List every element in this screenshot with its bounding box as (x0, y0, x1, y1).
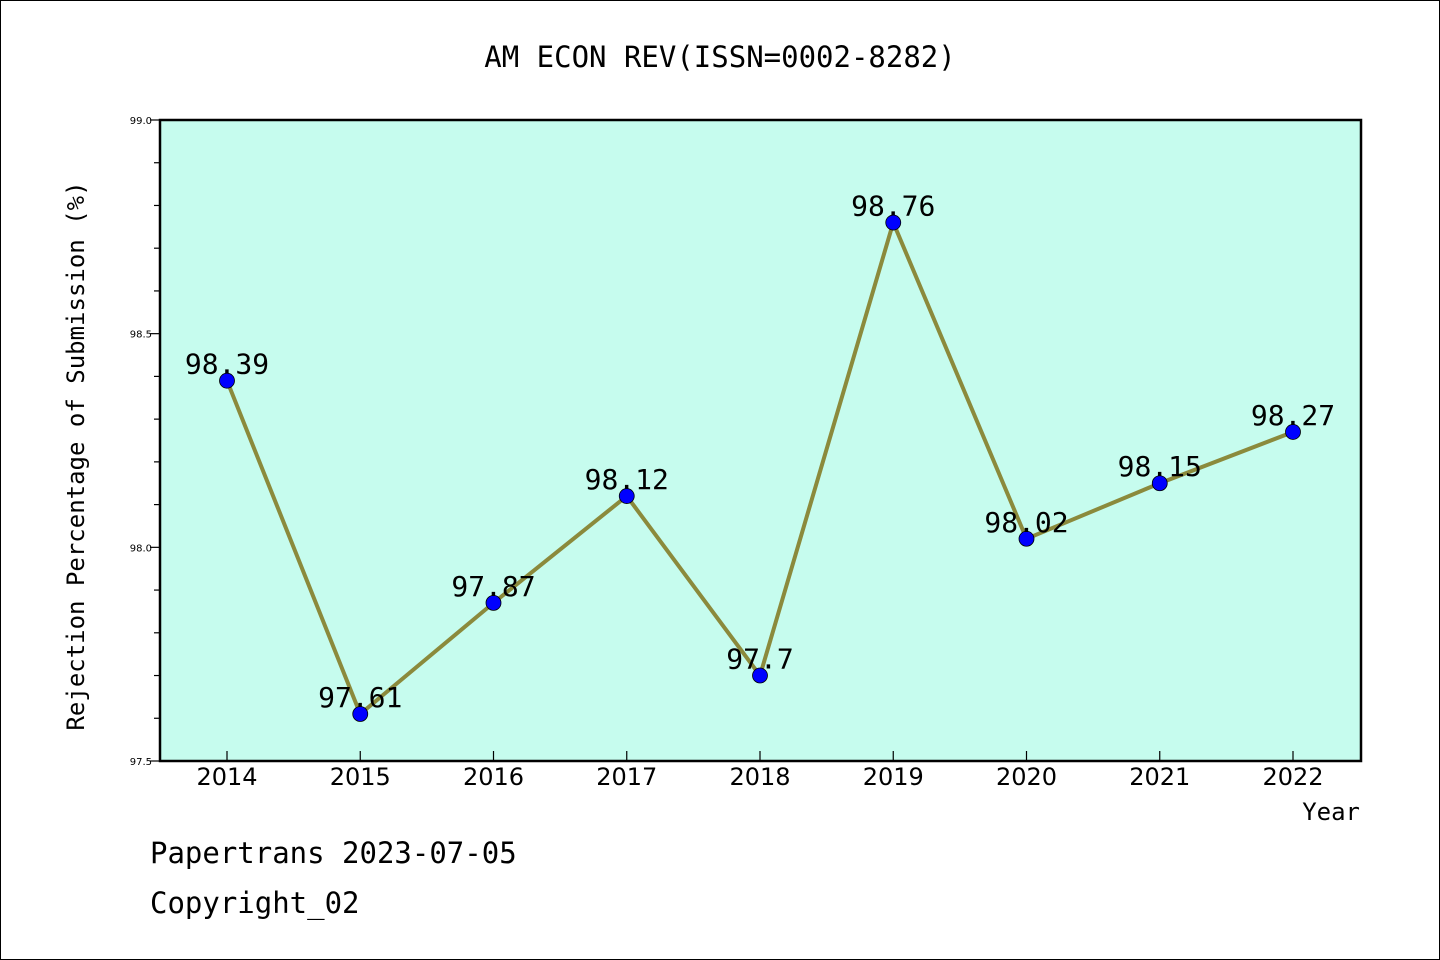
data-point-marker (1018, 530, 1035, 547)
data-label: 98.76 (851, 190, 935, 223)
data-point-marker (1151, 475, 1168, 492)
x-tick-label: 2022 (1262, 763, 1323, 791)
data-point-marker (219, 372, 235, 389)
data-label: 98.39 (185, 348, 269, 381)
footer-date-text: Papertrans 2023-07-05 (150, 836, 517, 870)
x-axis: 2014 2015 2016 2017 2018 2019 2020 2021 2022 (196, 751, 1324, 791)
data-label: 98.02 (984, 506, 1068, 539)
data-point-marker (485, 594, 502, 611)
data-point-marker (352, 706, 369, 722)
y-tick-label: 98.0 (130, 543, 152, 554)
plot-area (158, 118, 1363, 763)
data-label: 98.27 (1251, 399, 1335, 432)
x-tick-label: 2020 (996, 763, 1057, 791)
x-tick-label: 2021 (1129, 763, 1190, 791)
x-tick-label: 2018 (729, 763, 790, 791)
y-tick-label: 97.5 (130, 757, 152, 768)
footer-copyright-text: Copyright_02 (150, 886, 360, 920)
data-label: 98.15 (1118, 450, 1202, 483)
data-label: 97.87 (451, 570, 535, 603)
x-tick-label: 2014 (196, 763, 257, 791)
data-label-group: 98.39 97.61 97.87 98.12 97.7 98.76 98.02 98.15 9… (185, 190, 1335, 714)
y-axis: 97.5 98.0 98.5 99.0 (130, 116, 160, 768)
y-tick-label: 98.5 (130, 330, 152, 341)
data-point-marker (1285, 424, 1301, 440)
series-line-group (219, 214, 1301, 722)
x-tick-label: 2015 (330, 763, 391, 791)
y-tick-label: 99.0 (130, 116, 152, 127)
data-point-marker (618, 488, 635, 504)
data-point-marker (752, 667, 768, 684)
data-label: 97.61 (318, 681, 402, 714)
x-tick-label: 2016 (463, 763, 524, 791)
x-tick-label: 2017 (596, 763, 657, 791)
data-point-marker (885, 214, 902, 231)
data-label: 97.7 (726, 643, 793, 676)
chart-title: AM ECON REV(ISSN=0002-8282) (484, 40, 955, 74)
data-label: 98.12 (585, 463, 669, 496)
x-tick-label: 2019 (863, 763, 924, 791)
y-axis-label: Rejection Percentage of Submission (%) (62, 181, 90, 730)
x-axis-label: Year (1302, 798, 1360, 826)
